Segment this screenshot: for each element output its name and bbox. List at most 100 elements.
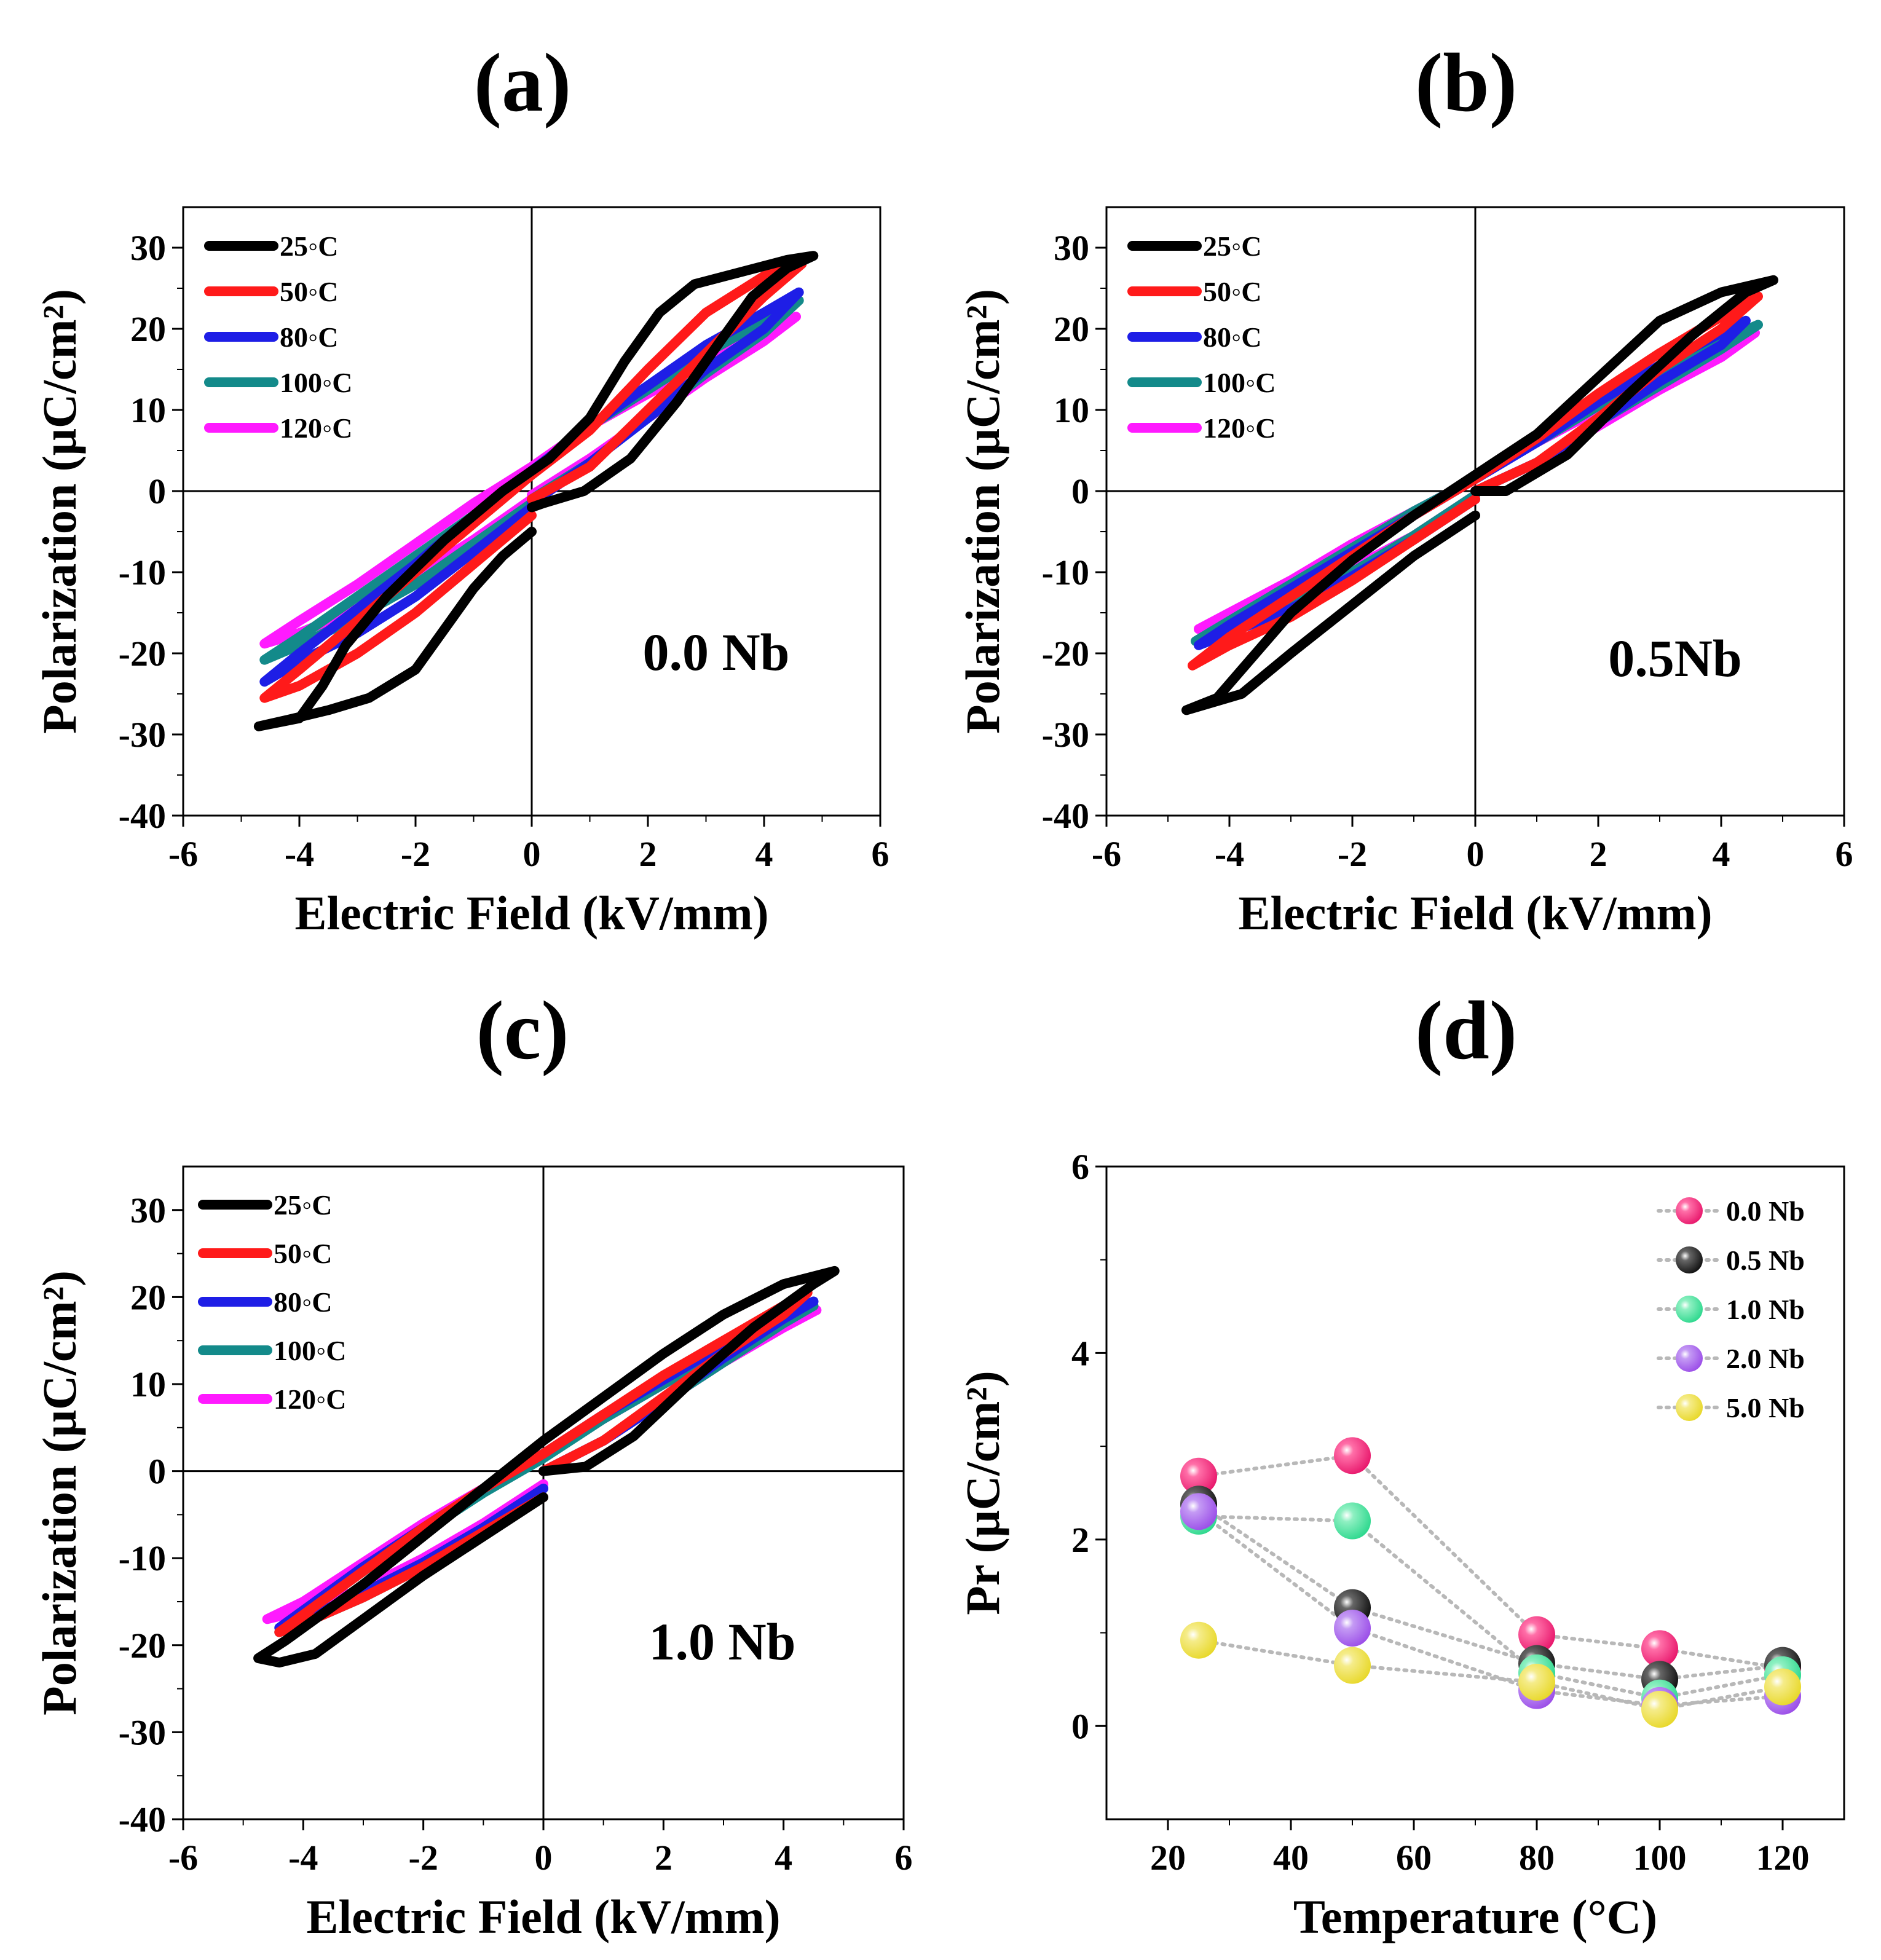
x-tick-label: 6: [895, 1838, 913, 1878]
x-tick-label: 2: [655, 1838, 672, 1878]
legend-label: 0.0 Nb: [1726, 1195, 1805, 1227]
data-point: [1641, 1690, 1678, 1728]
y-tick-label: -40: [119, 796, 166, 836]
x-tick-label: -2: [409, 1838, 438, 1878]
x-tick-label: 2: [639, 834, 657, 874]
legend-label: 5.0 Nb: [1726, 1392, 1805, 1423]
x-axis-label: Temperature (°C): [1293, 1890, 1657, 1943]
series-connector: [1197, 1514, 1784, 1700]
y-tick-label: -10: [1042, 553, 1089, 592]
y-tick-label: 10: [130, 1364, 166, 1404]
x-tick-label: 2: [1590, 834, 1607, 874]
legend-label: 120◦C: [1203, 412, 1276, 444]
loop-25c: [1181, 275, 1778, 715]
series-connector: [1197, 1638, 1784, 1712]
y-tick-label: 20: [130, 309, 166, 349]
legend-label: 80◦C: [280, 321, 339, 353]
y-tick-label: 0: [1071, 471, 1089, 511]
y-tick-label: -30: [119, 1712, 166, 1752]
legend-label: 25◦C: [274, 1189, 333, 1221]
x-tick-label: 100: [1633, 1838, 1687, 1878]
y-tick-label: 2: [1071, 1520, 1089, 1560]
data-point: [1334, 1437, 1371, 1474]
x-tick-label: 80: [1519, 1838, 1555, 1878]
y-tick-label: 20: [130, 1277, 166, 1317]
y-axis-label: Polarization (μC/cm²): [33, 289, 86, 734]
y-tick-label: 30: [130, 228, 166, 268]
legend-label: 50◦C: [1203, 276, 1262, 307]
sample-annotation: 1.0 Nb: [649, 1612, 796, 1671]
panel-label-c: (c): [476, 985, 569, 1077]
data-point: [1180, 1457, 1217, 1495]
data-point: [1764, 1668, 1801, 1706]
x-tick-label: 4: [755, 834, 773, 874]
x-tick-label: 40: [1273, 1838, 1309, 1878]
y-tick-label: 20: [1054, 309, 1089, 349]
legend-marker: [1676, 1345, 1703, 1372]
legend-label: 100◦C: [1203, 367, 1276, 398]
y-tick-label: -10: [119, 1538, 166, 1578]
data-point: [1334, 1502, 1371, 1540]
x-tick-label: -2: [401, 834, 430, 874]
legend-label: 80◦C: [274, 1286, 333, 1318]
sample-annotation: 0.5Nb: [1608, 629, 1741, 688]
y-tick-label: 30: [1054, 228, 1089, 268]
y-tick-label: -20: [119, 634, 166, 674]
y-axis-label: Polarization (μC/cm²): [956, 289, 1009, 734]
x-tick-label: 120: [1756, 1838, 1810, 1878]
y-tick-label: 30: [130, 1191, 166, 1230]
x-tick-label: -4: [1215, 834, 1244, 874]
data-point: [1180, 1621, 1217, 1659]
legend-marker: [1676, 1296, 1703, 1323]
panel-label-d: (d): [1415, 985, 1517, 1077]
y-tick-label: 0: [148, 1452, 166, 1492]
x-tick-label: -6: [168, 834, 198, 874]
y-tick-label: 4: [1071, 1333, 1089, 1373]
legend-label: 120◦C: [280, 412, 353, 444]
panel-label-b: (b): [1415, 37, 1517, 129]
x-tick-label: 0: [1467, 834, 1485, 874]
data-point: [1518, 1663, 1555, 1701]
data-point: [1334, 1609, 1371, 1647]
legend-marker: [1676, 1394, 1703, 1421]
legend-label: 50◦C: [274, 1238, 333, 1269]
y-tick-label: -30: [1042, 715, 1089, 755]
x-tick-label: -4: [285, 834, 314, 874]
x-tick-label: -2: [1338, 834, 1367, 874]
loop-25c: [253, 251, 819, 731]
x-tick-label: -6: [168, 1838, 198, 1878]
x-tick-label: 6: [872, 834, 889, 874]
y-tick-label: 6: [1071, 1147, 1089, 1187]
sample-annotation: 0.0 Nb: [643, 623, 790, 682]
x-tick-label: 6: [1836, 834, 1853, 874]
data-point: [1334, 1647, 1371, 1684]
x-tick-label: 4: [1713, 834, 1730, 874]
x-tick-label: -4: [288, 1838, 318, 1878]
y-tick-label: -10: [119, 553, 166, 592]
x-tick-label: 4: [775, 1838, 792, 1878]
legend-label: 80◦C: [1203, 321, 1262, 353]
y-axis-label: Pr (μC/cm²): [956, 1371, 1009, 1615]
legend-label: 100◦C: [274, 1335, 347, 1366]
legend-label: 25◦C: [1203, 230, 1262, 262]
y-tick-label: -20: [1042, 634, 1089, 674]
data-point: [1641, 1630, 1678, 1667]
legend-marker: [1676, 1197, 1703, 1224]
panel-label-a: (a): [474, 37, 572, 129]
y-tick-label: 0: [1071, 1706, 1089, 1746]
y-tick-label: -40: [119, 1800, 166, 1840]
y-tick-label: -40: [1042, 796, 1089, 836]
x-axis-label: Electric Field (kV/mm): [294, 886, 768, 940]
data-point: [1180, 1493, 1217, 1530]
y-tick-label: 0: [148, 471, 166, 511]
y-tick-label: 10: [1054, 390, 1089, 430]
data-point: [1518, 1616, 1555, 1653]
legend-label: 1.0 Nb: [1726, 1294, 1805, 1325]
x-tick-label: 0: [535, 1838, 553, 1878]
y-tick-label: -30: [119, 715, 166, 755]
x-tick-label: -6: [1092, 834, 1121, 874]
x-tick-label: 20: [1150, 1838, 1186, 1878]
